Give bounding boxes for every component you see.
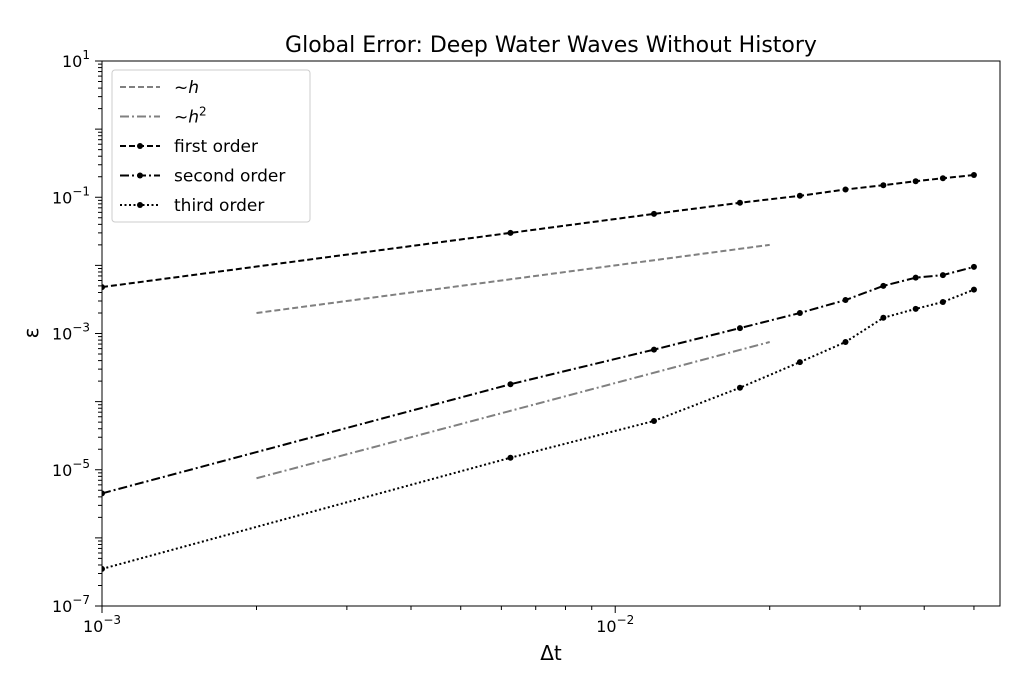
- series-line-1: [256, 341, 770, 480]
- legend-label: first order: [174, 137, 258, 157]
- legend-entry: ~h2: [120, 105, 207, 128]
- legend: ~h ~h2 first order second order third order: [111, 69, 311, 223]
- legend-entry: third order: [120, 196, 264, 216]
- data-point: [939, 272, 946, 279]
- legend-marker: [137, 143, 143, 149]
- legend-entry: second order: [120, 167, 285, 187]
- legend-marker: [137, 202, 143, 208]
- data-point: [507, 381, 514, 388]
- data-point: [842, 297, 849, 304]
- data-point: [507, 229, 514, 236]
- data-point: [970, 286, 977, 293]
- y-tick-label: 10−1: [52, 184, 90, 207]
- data-point: [736, 384, 743, 391]
- legend-entry: ~h: [120, 78, 199, 98]
- data-point: [736, 199, 743, 206]
- series-line-3: [102, 265, 975, 495]
- y-tick-label: 101: [62, 48, 90, 71]
- legend-label: second order: [174, 167, 285, 187]
- y-axis: 101 10−1 10−3 10−5 10−7: [52, 48, 102, 616]
- series-group: [102, 172, 977, 572]
- data-point: [736, 325, 743, 332]
- data-point: [880, 182, 887, 189]
- data-point: [507, 454, 514, 461]
- x-tick-label: 10−2: [596, 613, 634, 636]
- data-point: [842, 186, 849, 193]
- data-point: [102, 490, 105, 497]
- series-line-4: [102, 288, 975, 570]
- data-point: [939, 175, 946, 182]
- data-point: [796, 309, 803, 316]
- y-tick-label: 10−5: [52, 457, 90, 480]
- data-point: [650, 210, 657, 217]
- data-point: [796, 192, 803, 199]
- legend-box: [111, 69, 311, 223]
- data-point: [912, 178, 919, 185]
- data-point: [796, 359, 803, 366]
- x-axis: 10−3 10−2: [83, 606, 975, 636]
- data-point: [102, 565, 105, 572]
- y-axis-label: ε: [19, 328, 43, 339]
- legend-label: ~h: [174, 78, 199, 98]
- legend-marker: [137, 172, 143, 179]
- data-point: [880, 314, 887, 321]
- data-point: [650, 417, 657, 424]
- y-tick-label: 10−3: [52, 321, 90, 344]
- data-point: [880, 282, 887, 289]
- chart-title: Global Error: Deep Water Waves Without H…: [285, 33, 817, 58]
- data-point: [970, 172, 977, 179]
- x-tick-label: 10−3: [83, 613, 121, 636]
- y-tick-label: 10−7: [52, 593, 90, 616]
- data-point: [912, 274, 919, 281]
- data-point: [912, 305, 919, 312]
- data-point: [939, 298, 946, 305]
- data-point: [650, 346, 657, 353]
- data-point: [970, 263, 977, 270]
- series-line-0: [256, 243, 770, 314]
- legend-label: ~h2: [174, 105, 207, 128]
- legend-entry: first order: [120, 137, 258, 157]
- data-point: [102, 284, 105, 291]
- legend-label: third order: [174, 196, 264, 216]
- data-point: [842, 339, 849, 346]
- x-axis-label: Δt: [540, 641, 562, 665]
